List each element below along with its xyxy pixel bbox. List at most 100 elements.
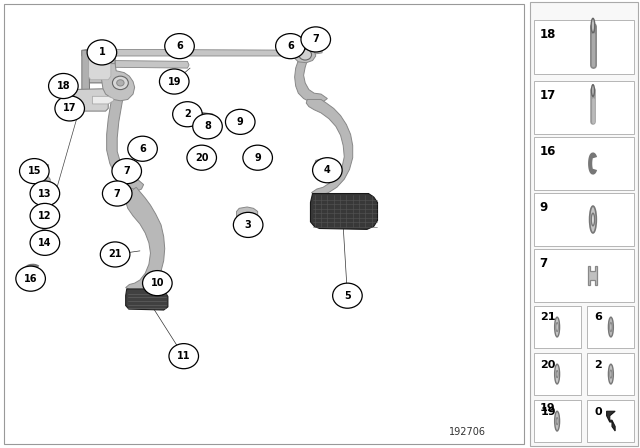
- Polygon shape: [306, 99, 353, 195]
- Text: 9: 9: [540, 201, 547, 214]
- Polygon shape: [70, 89, 108, 111]
- Text: 16: 16: [540, 145, 556, 158]
- Text: 2: 2: [184, 109, 191, 119]
- Circle shape: [591, 85, 595, 96]
- Polygon shape: [125, 289, 168, 310]
- Circle shape: [38, 232, 49, 241]
- Text: 7: 7: [540, 257, 547, 270]
- Text: 3: 3: [244, 220, 252, 230]
- FancyBboxPatch shape: [534, 81, 634, 134]
- Circle shape: [30, 181, 60, 206]
- Circle shape: [159, 69, 189, 94]
- Text: 10: 10: [150, 278, 164, 288]
- Circle shape: [164, 34, 195, 59]
- FancyBboxPatch shape: [588, 400, 634, 443]
- Polygon shape: [589, 266, 598, 285]
- Circle shape: [299, 49, 312, 60]
- Text: 18: 18: [540, 28, 556, 41]
- Text: 16: 16: [24, 274, 37, 284]
- Circle shape: [87, 40, 116, 65]
- Text: 4: 4: [324, 165, 331, 175]
- Text: 19: 19: [540, 403, 555, 413]
- Text: 8: 8: [204, 121, 211, 131]
- Circle shape: [236, 118, 244, 125]
- Polygon shape: [89, 53, 111, 80]
- Polygon shape: [38, 176, 50, 186]
- Text: 7: 7: [114, 189, 120, 198]
- Polygon shape: [314, 159, 337, 176]
- Text: 1: 1: [99, 47, 105, 57]
- Text: 11: 11: [177, 351, 191, 361]
- Circle shape: [114, 187, 129, 200]
- Polygon shape: [82, 48, 322, 56]
- Circle shape: [555, 317, 559, 337]
- Circle shape: [102, 181, 132, 206]
- Circle shape: [253, 154, 262, 161]
- Circle shape: [143, 271, 172, 296]
- Circle shape: [556, 323, 558, 332]
- Text: 7: 7: [124, 166, 130, 176]
- Polygon shape: [310, 194, 378, 229]
- Text: 13: 13: [38, 189, 52, 198]
- Circle shape: [116, 80, 124, 86]
- Polygon shape: [104, 60, 189, 68]
- Circle shape: [232, 115, 249, 129]
- Circle shape: [276, 34, 305, 59]
- Polygon shape: [237, 207, 258, 229]
- FancyBboxPatch shape: [588, 306, 634, 349]
- Text: 20: 20: [540, 359, 556, 370]
- Text: 6: 6: [176, 41, 183, 51]
- Circle shape: [132, 142, 147, 155]
- Text: 12: 12: [38, 211, 52, 221]
- Text: 17: 17: [63, 103, 76, 113]
- Circle shape: [555, 364, 559, 384]
- Circle shape: [610, 323, 612, 332]
- Text: 7: 7: [312, 34, 319, 44]
- Text: 9: 9: [254, 153, 261, 163]
- Circle shape: [118, 190, 125, 197]
- Circle shape: [556, 370, 558, 378]
- Polygon shape: [92, 96, 113, 104]
- FancyBboxPatch shape: [534, 20, 634, 74]
- Text: 15: 15: [28, 166, 41, 176]
- Circle shape: [243, 145, 273, 170]
- Circle shape: [124, 165, 138, 177]
- Text: 6: 6: [594, 313, 602, 323]
- FancyBboxPatch shape: [588, 353, 634, 395]
- Circle shape: [591, 213, 595, 226]
- Circle shape: [242, 214, 252, 223]
- Circle shape: [589, 206, 596, 233]
- Circle shape: [136, 146, 143, 152]
- Circle shape: [609, 317, 613, 337]
- Circle shape: [193, 114, 222, 139]
- Circle shape: [128, 136, 157, 161]
- Circle shape: [49, 73, 78, 99]
- Circle shape: [20, 159, 49, 184]
- Circle shape: [113, 76, 128, 90]
- Polygon shape: [107, 86, 143, 190]
- Text: 14: 14: [38, 238, 52, 248]
- FancyBboxPatch shape: [534, 193, 634, 246]
- Polygon shape: [125, 187, 164, 291]
- Polygon shape: [294, 57, 328, 103]
- Text: 18: 18: [56, 81, 70, 91]
- Text: 19: 19: [168, 77, 181, 86]
- Text: 6: 6: [287, 41, 294, 51]
- FancyBboxPatch shape: [534, 353, 580, 395]
- Text: 21: 21: [540, 313, 556, 323]
- Polygon shape: [101, 64, 134, 101]
- Circle shape: [169, 344, 198, 369]
- FancyBboxPatch shape: [534, 400, 580, 443]
- Polygon shape: [68, 90, 74, 111]
- Circle shape: [555, 411, 559, 431]
- Circle shape: [556, 418, 558, 425]
- FancyBboxPatch shape: [534, 306, 580, 349]
- Text: 19: 19: [540, 407, 556, 417]
- Text: 20: 20: [195, 153, 209, 163]
- Circle shape: [112, 159, 141, 184]
- Circle shape: [187, 145, 216, 170]
- Text: 21: 21: [108, 250, 122, 259]
- Text: 2: 2: [594, 359, 602, 370]
- Text: 9: 9: [237, 117, 244, 127]
- Circle shape: [100, 242, 130, 267]
